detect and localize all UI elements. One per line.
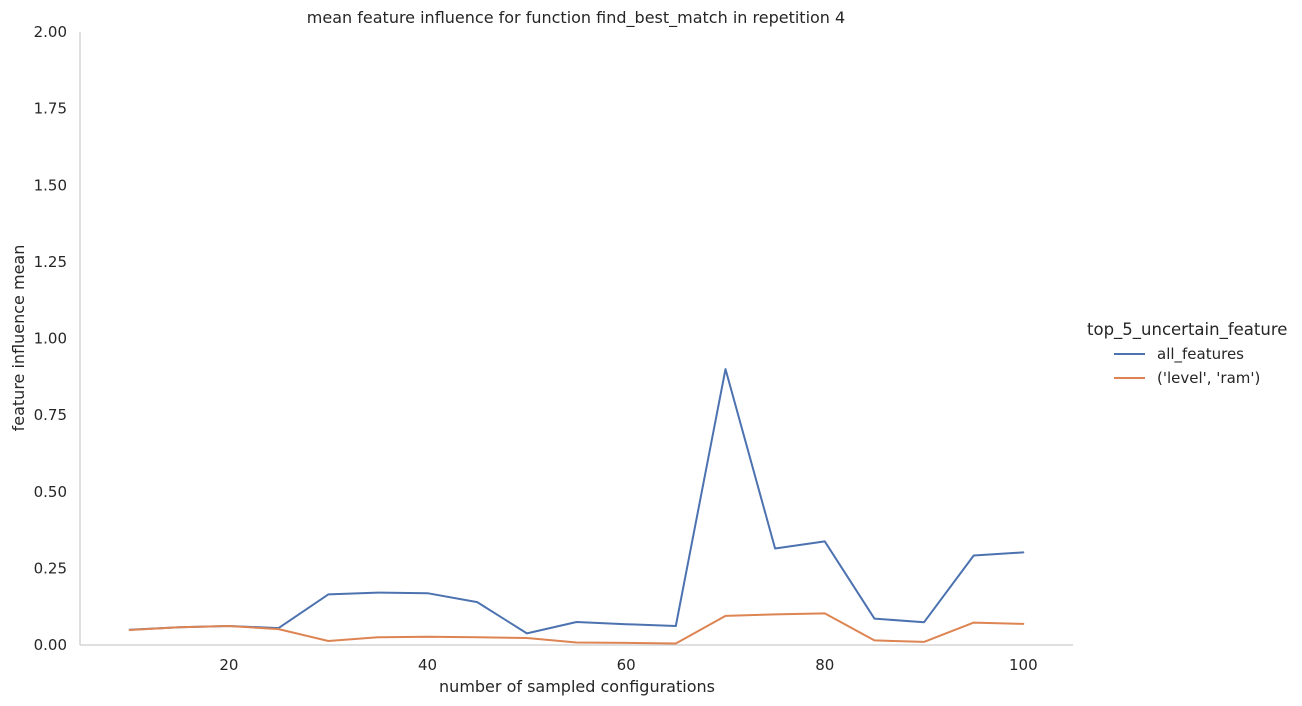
y-tick-label: 1.75 <box>34 100 67 118</box>
y-tick-label: 0.75 <box>34 406 67 424</box>
series-line-1 <box>128 368 1025 635</box>
series-line-2 <box>128 612 1025 645</box>
x-tick-label: 80 <box>815 656 834 674</box>
y-tick-label: 0.25 <box>34 559 67 577</box>
series-lines <box>128 368 1025 645</box>
x-tick-label: 100 <box>1009 656 1038 674</box>
x-axis-label: number of sampled configurations <box>439 677 715 696</box>
chart-title: mean feature influence for function find… <box>307 8 845 28</box>
legend: top_5_uncertain_feature all_features ('le… <box>1087 320 1287 387</box>
legend-title: top_5_uncertain_feature <box>1087 320 1287 340</box>
y-tick-labels: 0.00 0.25 0.50 0.75 1.00 1.25 1.50 1.75 2.00 <box>34 23 67 654</box>
y-tick-label: 1.25 <box>34 253 67 271</box>
axes <box>79 32 1073 646</box>
y-tick-label: 0.00 <box>34 636 67 654</box>
y-tick-label: 1.00 <box>34 330 67 348</box>
y-tick-label: 0.50 <box>34 483 67 501</box>
legend-entry: all_features <box>1157 345 1244 364</box>
legend-entry: ('level', 'ram') <box>1157 369 1260 387</box>
x-tick-label: 60 <box>617 656 636 674</box>
y-tick-label: 2.00 <box>34 23 67 41</box>
y-axis-label: feature influence mean <box>9 245 28 432</box>
y-tick-label: 1.50 <box>34 176 67 194</box>
x-tick-label: 40 <box>418 656 437 674</box>
x-tick-label: 20 <box>219 656 238 674</box>
x-tick-labels: 20 40 60 80 100 <box>219 656 1037 674</box>
